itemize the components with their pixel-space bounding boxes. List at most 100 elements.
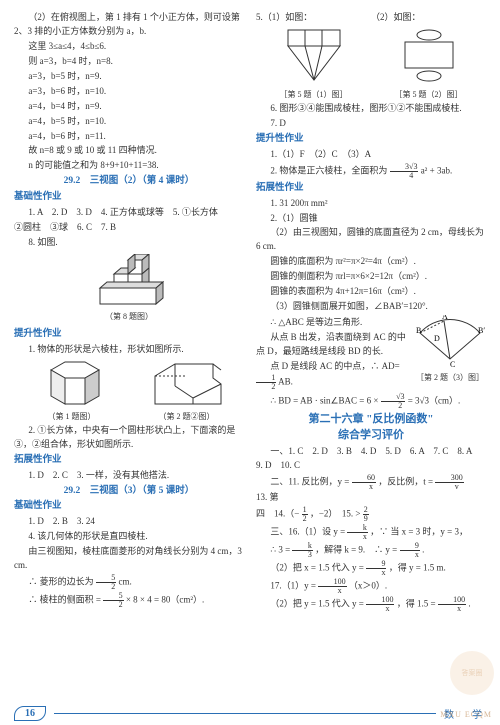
figure-caption: （第 2 题②图） [129,411,244,423]
text: （2）把 x = 1.5 代入 y = 9x ，得 y = 1.5 m. [256,560,486,577]
text: （2）如图： [371,11,486,25]
text: cm. [119,576,132,586]
text: （x＞0）. [349,580,387,590]
footer-divider [54,713,436,714]
figure-caption: ［第 2 题（3）图］ [414,372,486,384]
fraction: 12 [302,506,308,523]
text: a=4，b=6 时，n=11. [14,130,244,144]
chapter-title: 第二十六章 "反比例函数" [256,411,486,428]
svg-text:B: B [416,326,421,335]
fraction: 60x [352,474,376,491]
text: a=3，b=6 时，n=10. [14,85,244,99]
fraction: 3√34 [390,163,419,180]
text: 1. 物体的形状是六棱柱，形状如图所示. [14,343,244,357]
watermark-stamp-icon: 答案圈 [450,651,494,695]
text: 一、1. C 2. D 3. B 4. D 5. D 6. A 7. C 8. … [256,445,486,473]
text: 由三视图知，棱柱底面菱形的对角线长分别为 4 cm，3 cm. [14,545,244,573]
text: ，得 y = 1.5 m. [389,562,446,572]
text: 7. D [256,117,486,131]
fraction: 100x [318,578,346,595]
chapter-subtitle: 综合学习评价 [256,427,486,444]
figure-2-2: （第 2 题②图） [129,358,244,423]
figure-caption: （第 8 题图） [14,311,244,323]
footer: 16 数 学 [0,701,500,725]
text: . [468,598,470,608]
figure-caption: （第 1 题图） [14,411,129,423]
net-pentagon-icon [274,26,354,88]
cubes-figure-icon [94,254,164,310]
fraction: 100x [438,596,466,613]
fraction: 52 [96,574,116,591]
section-title: 29.2 三视图（3）（第 5 课时） [14,484,244,499]
sub-heading: 提升性作业 [14,327,244,342]
text: 圆锥的底面积为 πr²=π×2²=4π（cm²）. [256,255,486,269]
sub-heading: 拓展性作业 [256,181,486,196]
left-column: （2）在俯视图上，第 1 排有 1 个小正方体，则可设第 2、3 排的小正方体数… [14,10,244,614]
text: ，得 1.5 = [397,598,438,608]
fraction: k3 [292,542,312,559]
fraction: 100x [366,596,394,613]
text: ∴ 棱柱的侧面积 = 52 × 8 × 4 = 80（cm²）. [14,592,244,609]
figure-caption: ［第 5 题（2）图］ [371,89,486,101]
text: 四 14.（− [256,508,302,518]
text: ，∵ 当 x = 3 时，y = 3， [370,526,468,536]
q5-1: 5.（1）如图： ［第 5 题（1）图］ [256,10,371,101]
figure-2-3: B B′ A C D ［第 2 题（3）图］ [414,315,486,392]
text: a=4，b=4 时，n=9. [14,100,244,114]
text: 2. 物体是正六棱柱，全面积为 3√34 a² + 3ab. [256,163,486,180]
text: 从点 B 出发，沿表面绕到 AC 的中点 D，最短路线是线段 BD 的长. [256,331,408,359]
text: （2）把 y = 1.5 代入 y = 100x ，得 1.5 = 100x . [256,596,486,613]
svg-text:D: D [434,334,440,343]
text: （2）把 y = 1.5 代入 y = [270,598,366,608]
text: 点 D 是线段 AC 的中点，∴ AD= 12 AB. [256,360,408,391]
text: 1.（1）F （2）C （3）A [256,148,486,162]
text: ∴ 3 = [270,544,292,554]
text: 三、16.（1）设 y = [270,526,347,536]
fraction: 12 [256,374,276,391]
text: a=4，b=5 时，n=10. [14,115,244,129]
text: ∴ 棱柱的侧面积 = [28,594,103,604]
text: 二、11. 反比例，y = [270,476,351,486]
svg-text:C: C [450,360,455,369]
text: （2）在俯视图上，第 1 排有 1 个小正方体，则可设第 2、3 排的小正方体数… [14,11,244,39]
text: 四 14.（− 12 ，−2） 15. > 29 [256,506,486,523]
text: ，反比例，t = [378,476,435,486]
text: 1. A 2. D 3. D 4. 正方体或球等 5. ①长方体 [14,206,244,220]
figure-row: （第 1 题图） （第 2 题②图） [14,358,244,423]
text: a=3，b=5 时，n=9. [14,70,244,84]
sub-heading: 拓展性作业 [14,453,244,468]
fraction: 29 [363,506,369,523]
text: 点 D 是线段 AC 的中点，∴ AD= [270,361,399,371]
page: （2）在俯视图上，第 1 排有 1 个小正方体，则可设第 2、3 排的小正方体数… [0,0,500,640]
text: ∴ △ABC 是等边三角形. [256,316,408,330]
figure-caption: ［第 5 题（1）图］ [256,89,371,101]
watermark-text: MXU ECQM [440,710,492,719]
svg-text:B′: B′ [478,326,485,335]
text: ∴ BD = AB · sin∠BAC = 6 × √32 = 3√3（cm）. [256,393,486,410]
text: a² + 3ab. [421,165,453,175]
fraction: 9x [400,542,420,559]
text: 二、11. 反比例，y = 60x ，反比例，t = 300v 13. 第 [256,474,486,505]
right-column: 5.（1）如图： ［第 5 题（1）图］ （2）如图： [256,10,486,614]
sector-triangle-icon: B B′ A C D [414,315,486,371]
text: 2. 物体是正六棱柱，全面积为 [270,165,389,175]
text: ∴ BD = AB · sin∠BAC = 6 × [270,395,380,405]
text: 2.（1）圆锥 [256,212,486,226]
page-number: 16 [14,706,46,721]
figure-8: （第 8 题图） [14,254,244,323]
q5-2: （2）如图： ［第 5 题（2）图］ [371,10,486,101]
text: ∴ 菱形的边长为 [28,576,96,586]
svg-text:A: A [442,315,448,321]
text: 4. 该几何体的形状是直四棱柱. [14,530,244,544]
text: = 3√3（cm）. [408,395,461,405]
fraction: 9x [366,560,386,577]
text: 三、16.（1）设 y = kx ，∵ 当 x = 3 时，y = 3， [256,524,486,541]
fraction: kx [347,524,367,541]
text: 17.（1）y = [270,580,318,590]
text: ②圆柱 ③球 6. C 7. B [14,221,244,235]
section-title: 29.2 三视图（2）（第 4 课时） [14,174,244,189]
cut-cube-icon [147,358,227,410]
text: ∴ 3 = k3 ，解得 k = 9. ∴ y = 9x . [256,542,486,559]
text: ，−2） 15. > [310,508,363,518]
sub-heading: 基础性作业 [14,190,244,205]
